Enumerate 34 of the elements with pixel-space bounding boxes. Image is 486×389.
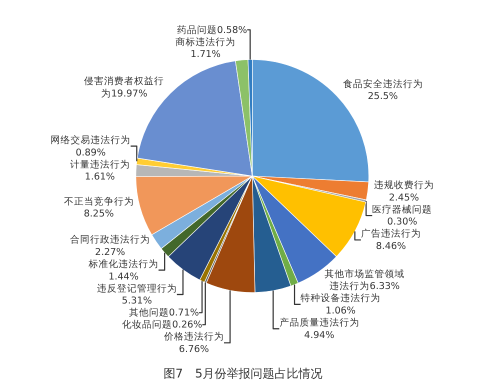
slice-label: 其他市场监管领域违法行为6.33% <box>324 268 405 292</box>
slice-label: 产品质量违法行为 <box>279 316 360 329</box>
data-label: 2.27% <box>95 246 126 258</box>
slice-label: 违规收费行为 <box>374 179 434 192</box>
slice-label: 医疗器械问题 <box>372 203 432 216</box>
data-label: 5.31% <box>122 296 152 307</box>
slice-label: 价格违法行为 <box>162 330 224 343</box>
data-label: 1.06% <box>326 306 356 317</box>
slice-label: 化妆品问题0.26% <box>122 318 202 331</box>
data-label: 4.94% <box>304 330 334 341</box>
slice-label: 其他问题0.71% <box>128 306 200 319</box>
data-label: 0.30% <box>387 216 418 228</box>
data-label: 25.5% <box>368 91 398 102</box>
slice-label: 食品安全违法行为 <box>342 78 423 90</box>
data-label: 8.46% <box>376 241 406 252</box>
data-label: 1.71% <box>190 49 221 60</box>
data-label: 6.76% <box>178 344 210 356</box>
data-label: 1.44% <box>108 271 139 282</box>
data-label: 0.89% <box>76 147 106 158</box>
data-label: 2.45% <box>388 192 420 204</box>
slice-label: 合同行政违法行为 <box>70 234 150 246</box>
slice-label: 商标违法行为 <box>176 36 236 48</box>
data-label: 1.61% <box>84 172 115 183</box>
slice-label: 侵害消费者权益行为19.97% <box>84 74 164 100</box>
slice-label: 标准化违法行为 <box>88 258 159 270</box>
slice-label: 不正当竞争行为 <box>64 195 134 208</box>
slice-label: 广告违法行为 <box>360 228 421 240</box>
slice-label: 药品问题0.58% <box>176 24 248 36</box>
slice-label: 特种设备违法行为 <box>300 292 381 304</box>
slice-label: 网络交易违法行为 <box>50 134 131 146</box>
text: 图7 5月份举报问题占比情况 <box>163 366 323 380</box>
slice-label: 计量违法行为 <box>70 158 130 170</box>
data-label: 8.25% <box>84 208 114 220</box>
slice-label: 违反登记管理行为 <box>96 282 177 294</box>
